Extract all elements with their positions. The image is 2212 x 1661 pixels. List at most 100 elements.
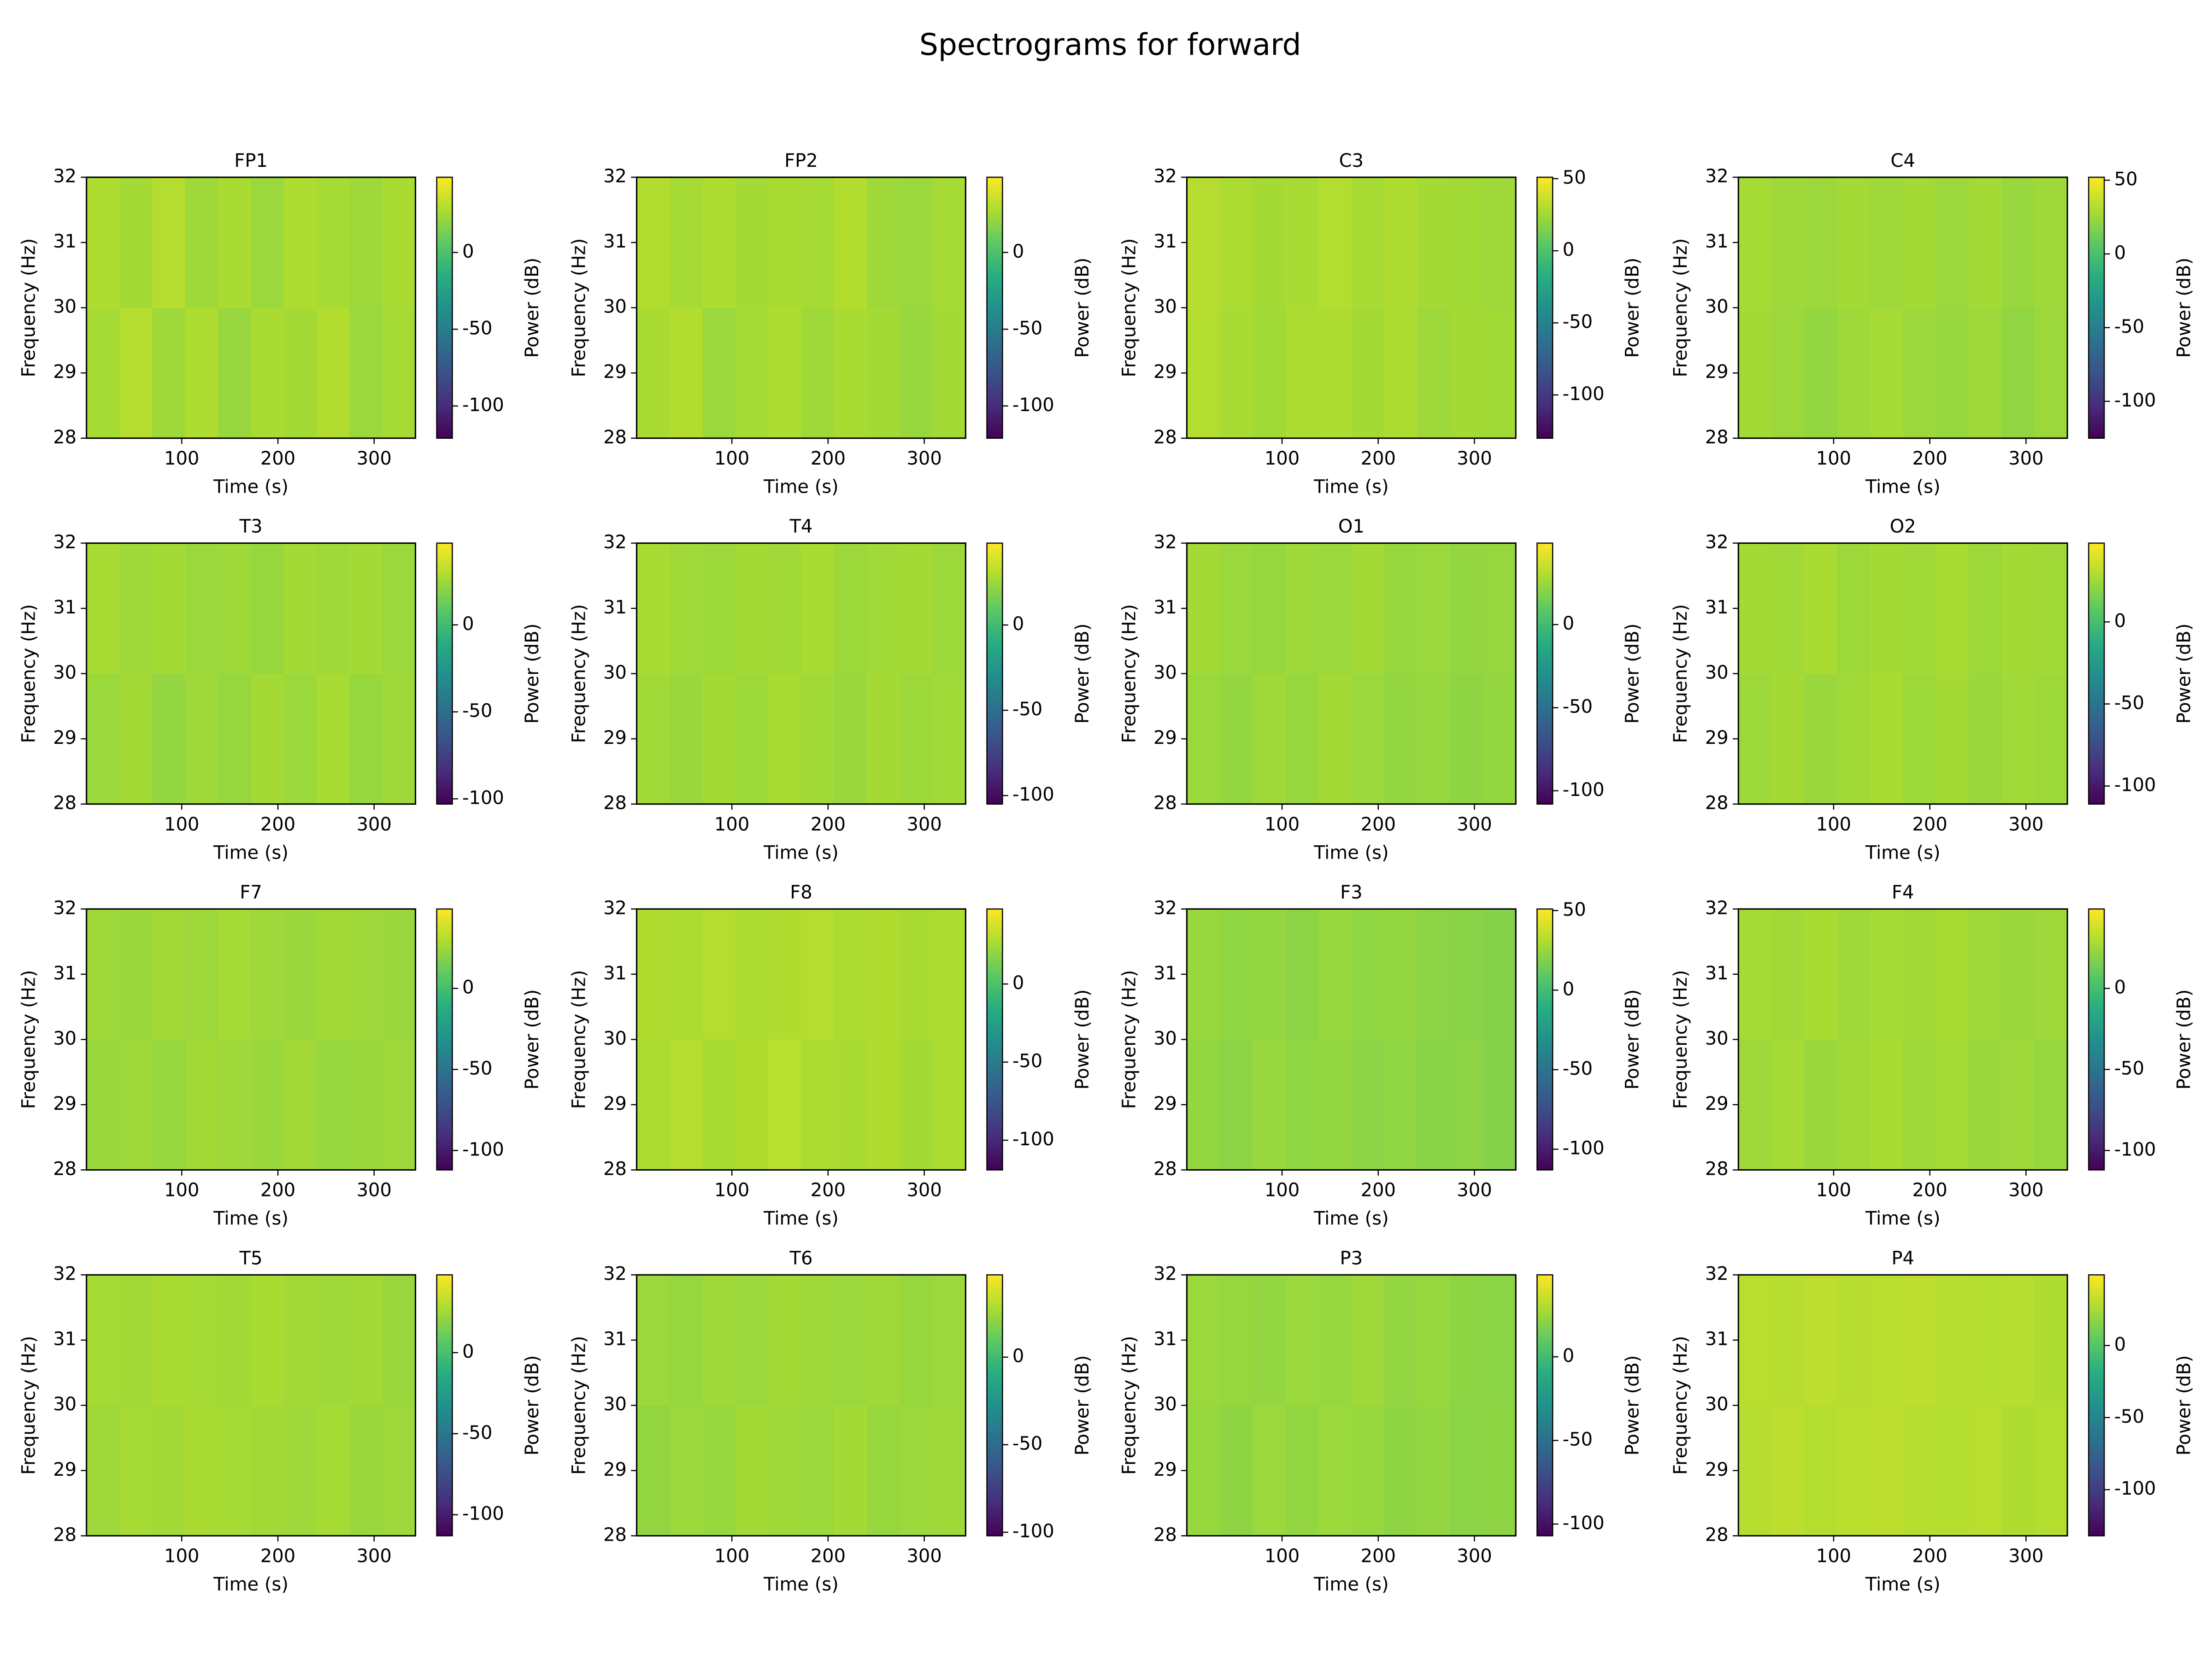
heatmap-cell [1870,307,1904,439]
y-tick-label: 31 [53,963,76,984]
subplot-title: F3 [1340,882,1362,903]
colorbar-tick-label: -100 [2114,1139,2156,1160]
y-tick-label: 29 [1705,727,1729,748]
y-tick-label: 29 [1153,727,1177,748]
heatmap-cell [251,1275,284,1406]
x-tick-label: 300 [2008,1180,2043,1201]
heatmap-cell [284,673,318,805]
heatmap-cell [1384,673,1418,805]
heatmap-cell [933,673,966,805]
heatmap-cell [1870,909,1904,1040]
colorbar [1536,1274,1553,1537]
heatmap-cell [1219,909,1253,1040]
heatmap-cell [1483,909,1517,1040]
heatmap-cell [1187,307,1220,439]
colorbar-tick-label: 0 [1012,1346,1024,1367]
colorbar-label: Power (dB) [2174,1355,2195,1455]
x-tick-label: 300 [357,1180,392,1201]
y-tick-label: 29 [1153,1093,1177,1114]
heatmap-cell [86,1275,120,1406]
y-tick-label: 32 [603,166,627,187]
colorbar-label: Power (dB) [2174,990,2195,1090]
x-tick-label: 100 [1265,814,1300,835]
colorbar-tick-label: -100 [462,1503,504,1525]
x-tick-label: 100 [1265,1545,1300,1567]
heatmap-cell [284,1275,318,1406]
colorbar-tick-label: -50 [1563,696,1593,717]
heatmap-cell [1738,1405,1772,1537]
subplot-title: T3 [239,516,263,537]
heatmap-cell [768,177,802,308]
y-axis-label: Frequency (Hz) [1670,604,1691,743]
heatmap-cell [1804,1039,1838,1171]
y-tick-label: 30 [1153,1028,1177,1049]
heatmap-cell [669,177,703,308]
subplot-title: T5 [239,1248,263,1269]
heatmap-cell [1837,1039,1871,1171]
heatmap-cell [317,1275,350,1406]
x-tick-label: 100 [164,1545,199,1567]
subplot: T6 100 200 300 28 29 30 31 32 Time (s) Frequency (… [568,1248,1093,1595]
heatmap-cell [349,673,383,805]
y-tick-label: 31 [1705,597,1729,618]
colorbar [986,1274,1003,1537]
subplot: O2 100 200 300 28 29 30 31 32 Time (s) Frequency (… [1670,516,2194,864]
x-tick-label: 200 [811,1180,846,1201]
heatmap-cell [251,1039,284,1171]
heatmap-cell [1738,177,1772,308]
y-tick-label: 28 [53,1524,76,1545]
heatmap-cell [735,1039,769,1171]
heatmap-cell [317,673,350,805]
heatmap-cell [900,909,933,1040]
y-tick-label: 32 [53,897,76,919]
heatmap-cell [801,673,835,805]
colorbar-tick-label: 0 [2114,242,2126,264]
heatmap-cell [1450,1275,1483,1406]
y-tick-label: 29 [1153,1459,1177,1480]
heatmap-cell [1771,177,1805,308]
heatmap-cell [1285,543,1319,674]
heatmap-cell [284,177,318,308]
heatmap-cell [1483,1405,1517,1537]
x-tick-label: 300 [906,1180,941,1201]
heatmap-cell [1804,1275,1838,1406]
heatmap-cell [284,307,318,439]
colorbar [2088,908,2105,1171]
heatmap-cell [834,1275,868,1406]
colorbar-tick-label: 50 [1563,899,1586,920]
heatmap-cell [1384,909,1418,1040]
heatmap-cell [1969,307,2002,439]
subplot: T4 100 200 300 28 29 30 31 32 Time (s) Frequency (… [568,516,1093,864]
heatmap-cell [2001,909,2035,1040]
colorbar-tick-label: -100 [1563,1138,1605,1159]
heatmap-cell [152,1405,186,1537]
colorbar-tick-label: 0 [2114,1334,2126,1355]
y-tick-label: 32 [53,166,76,187]
heatmap-cell [1771,909,1805,1040]
colorbar [2088,1274,2105,1537]
x-tick-label: 200 [260,1545,295,1567]
heatmap-cell [1969,177,2002,308]
heatmap-cell [801,307,835,439]
heatmap-cell [86,177,120,308]
colorbar-tick-label: -50 [1012,1051,1042,1072]
heatmap-cell [669,543,703,674]
heatmap-cell [834,1405,868,1537]
x-axis-label: Time (s) [763,1208,839,1229]
heatmap-cell [1936,177,1969,308]
heatmap-cell [1771,673,1805,805]
heatmap-cell [1483,1275,1517,1406]
heatmap-cell [1936,543,1969,674]
heatmap-cell [1804,543,1838,674]
heatmap-cell [1219,543,1253,674]
y-tick-label: 31 [1153,597,1177,618]
heatmap-cell [1318,1405,1352,1537]
y-axis-label: Frequency (Hz) [18,604,40,743]
y-tick-label: 32 [603,897,627,919]
y-axis-label: Frequency (Hz) [1118,238,1140,377]
y-tick-label: 29 [1705,361,1729,383]
heatmap-cell [1804,1405,1838,1537]
y-tick-label: 28 [53,793,76,814]
heatmap-cell [317,1405,350,1537]
